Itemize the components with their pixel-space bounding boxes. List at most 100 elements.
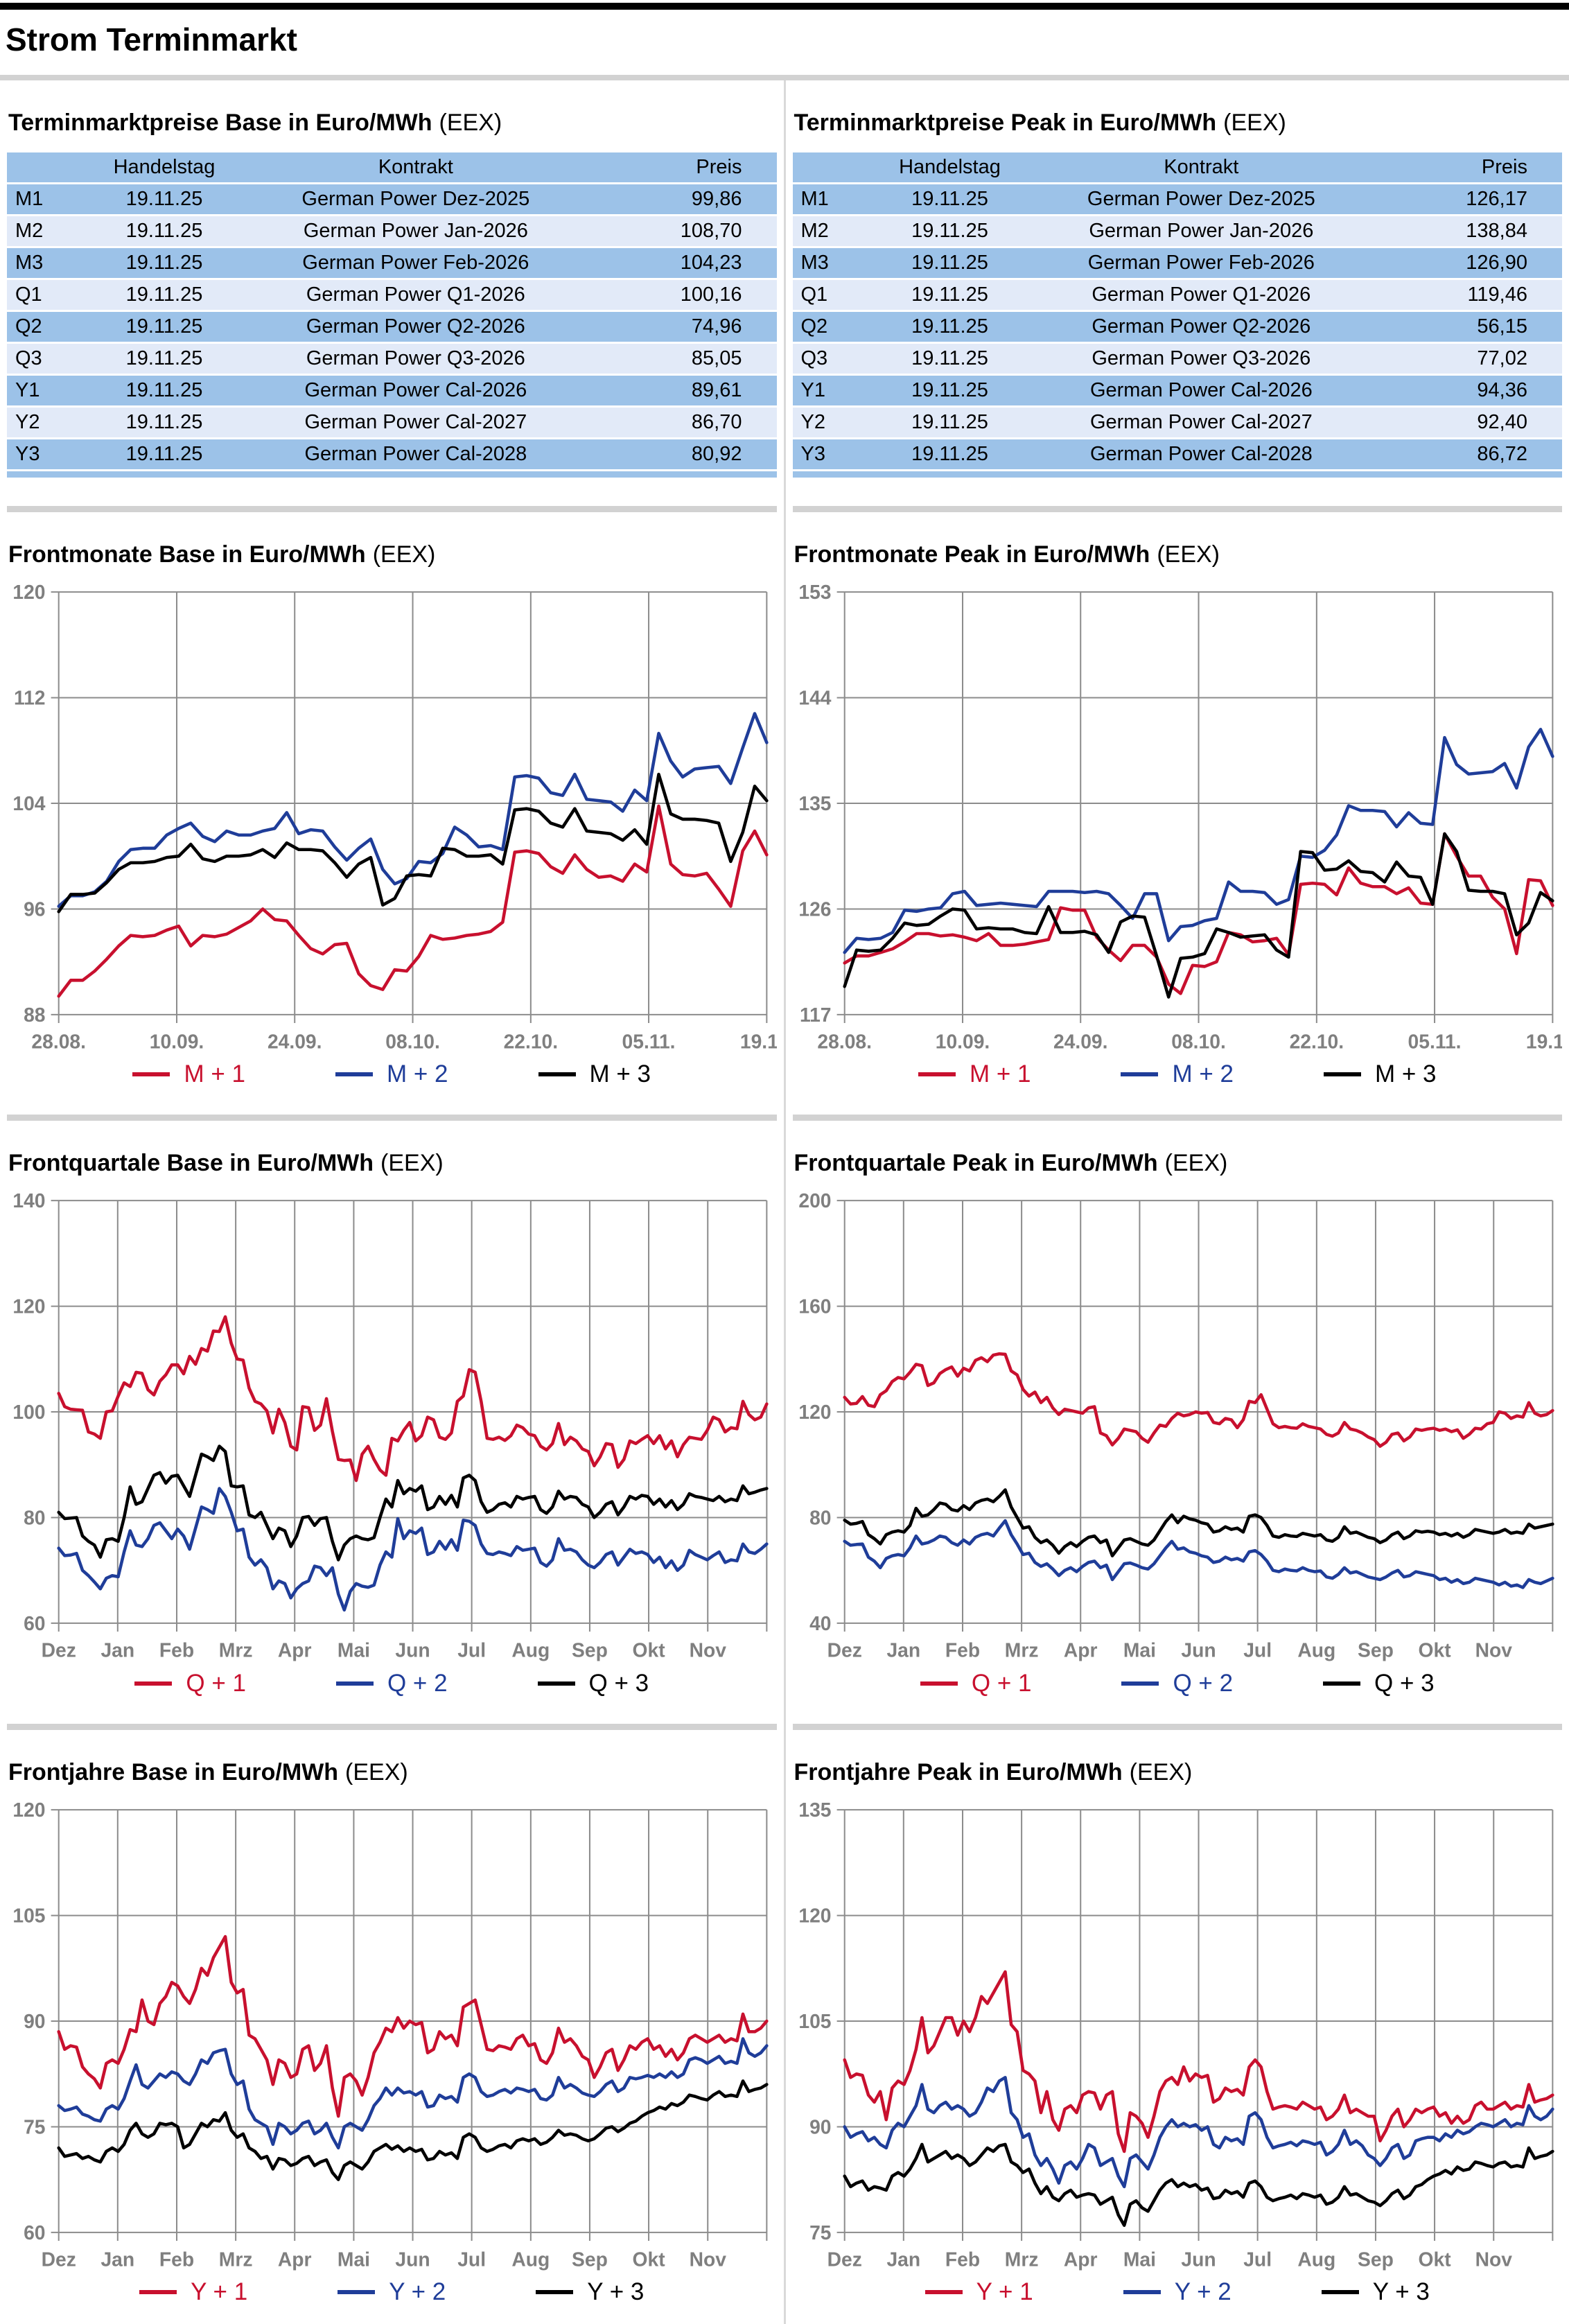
column-base: Terminmarktpreise Base in Euro/MWh(EEX) … (0, 80, 784, 2324)
table-cell: 19.11.25 (866, 312, 1034, 342)
x-tick-label: Nov (1475, 2248, 1512, 2270)
table-cell: 104,23 (584, 248, 777, 278)
table-cell: Y3 (793, 439, 866, 469)
x-tick-label: Sep (572, 1639, 608, 1661)
x-tick-label: Mai (338, 1639, 370, 1661)
legend-label: Y + 3 (1373, 2278, 1430, 2306)
x-tick-label: Jun (395, 2248, 430, 2270)
x-tick-label: Mai (1123, 1639, 1155, 1661)
chart-canvas: 11712613514415328.08.10.09.24.09.08.10.2… (793, 582, 1563, 1058)
table-cell: 94,36 (1369, 376, 1562, 405)
x-tick-label: Apr (1063, 2248, 1097, 2270)
legend-line-icon (1123, 2290, 1161, 2294)
legend-item-y1: Y + 1 (139, 2278, 247, 2306)
table-cell: Y2 (7, 408, 80, 437)
table-cell: 56,15 (1369, 312, 1562, 342)
table-cell: 138,84 (1369, 216, 1562, 246)
table-cell: 85,05 (584, 344, 777, 374)
report-page: Strom Terminmarkt Terminmarktpreise Base… (0, 3, 1569, 2324)
x-tick-label: Sep (1358, 1639, 1394, 1661)
x-tick-label: 19.11. (740, 1030, 777, 1052)
y-tick-label: 153 (798, 582, 831, 603)
legend-item-m3: M + 3 (538, 1060, 651, 1088)
table-cell: 19.11.25 (80, 280, 248, 310)
table-cell: M1 (793, 184, 866, 214)
legend-line-icon (338, 2290, 375, 2294)
chart-title-suffix: (EEX) (1158, 1150, 1228, 1176)
chart-title-text: Frontmonate Base in Euro/MWh (8, 541, 366, 568)
table-cell: Y3 (7, 439, 80, 469)
x-tick-label: 19.11. (1525, 1030, 1562, 1052)
x-tick-label: Dez (42, 2248, 76, 2270)
y-tick-label: 112 (14, 687, 46, 709)
section-separator (793, 1724, 1563, 1730)
chart-title-text: Frontquartale Peak in Euro/MWh (794, 1150, 1158, 1176)
table-header-cell: Kontrakt (248, 152, 584, 182)
table-cell: Q1 (793, 280, 866, 310)
x-tick-label: Apr (278, 1639, 312, 1661)
legend-item-m2: M + 2 (335, 1060, 448, 1088)
chart-title: Frontjahre Base in Euro/MWh(EEX) (8, 1759, 777, 1786)
section-title-text: Terminmarktpreise Peak in Euro/MWh (794, 110, 1217, 136)
section-title: Terminmarktpreise Peak in Euro/MWh(EEX) (794, 110, 1563, 137)
page-title: Strom Terminmarkt (6, 21, 1569, 58)
y-tick-label: 100 (12, 1401, 45, 1424)
legend-label: Y + 3 (587, 2278, 644, 2306)
table-cell: M1 (7, 184, 80, 214)
table-cell: 108,70 (584, 216, 777, 246)
y-tick-label: 160 (798, 1295, 831, 1318)
two-column-layout: Terminmarktpreise Base in Euro/MWh(EEX) … (0, 80, 1569, 2324)
legend-item-y1: Y + 1 (925, 2278, 1033, 2306)
y-tick-label: 120 (12, 1800, 45, 1821)
table-cell: 19.11.25 (80, 184, 248, 214)
table-cell: Q1 (7, 280, 80, 310)
chart-title-text: Frontquartale Base in Euro/MWh (8, 1150, 374, 1176)
legend-line-icon (335, 1072, 373, 1076)
table-cell: M2 (7, 216, 80, 246)
table-cell: 19.11.25 (866, 408, 1034, 437)
legend-item-y2: Y + 2 (1123, 2278, 1231, 2306)
legend-item-q3: Q + 3 (1323, 1670, 1435, 1697)
table-cell: 19.11.25 (866, 376, 1034, 405)
y-tick-label: 120 (798, 1905, 831, 1927)
legend-line-icon (336, 1681, 374, 1686)
chart-title-text: Frontjahre Base in Euro/MWh (8, 1759, 338, 1785)
legend-item-q2: Q + 2 (1121, 1670, 1233, 1697)
table-cell: 19.11.25 (866, 184, 1034, 214)
x-tick-label: 08.10. (385, 1030, 440, 1052)
table-cell: German Power Q3-2026 (248, 344, 584, 374)
legend-line-icon (536, 2290, 573, 2294)
section-separator (7, 506, 777, 512)
y-tick-label: 120 (798, 1401, 831, 1424)
chart-title-suffix: (EEX) (1123, 1759, 1193, 1785)
y-tick-label: 88 (24, 1004, 45, 1026)
legend-line-icon (139, 2290, 177, 2294)
column-peak: Terminmarktpreise Peak in Euro/MWh(EEX) … (786, 80, 1569, 2324)
header-rule (0, 75, 1569, 80)
legend-line-icon (918, 1072, 956, 1076)
x-tick-label: Aug (1297, 1639, 1335, 1661)
table-cell: German Power Jan-2026 (248, 216, 584, 246)
legend-label: Q + 3 (589, 1670, 649, 1697)
legend-item-y3: Y + 3 (1322, 2278, 1430, 2306)
table-cell: 19.11.25 (866, 280, 1034, 310)
table-cell: German Power Cal-2026 (1033, 376, 1369, 405)
x-tick-label: 08.10. (1171, 1030, 1226, 1052)
x-tick-label: Jun (1181, 1639, 1216, 1661)
table-cell: 126,90 (1369, 248, 1562, 278)
legend-item-q1: Q + 1 (920, 1670, 1032, 1697)
legend-item-q2: Q + 2 (336, 1670, 448, 1697)
x-tick-label: Feb (945, 1639, 979, 1661)
x-tick-label: Jan (100, 1639, 134, 1661)
legend-label: M + 3 (590, 1060, 651, 1088)
table-cell: 126,17 (1369, 184, 1562, 214)
